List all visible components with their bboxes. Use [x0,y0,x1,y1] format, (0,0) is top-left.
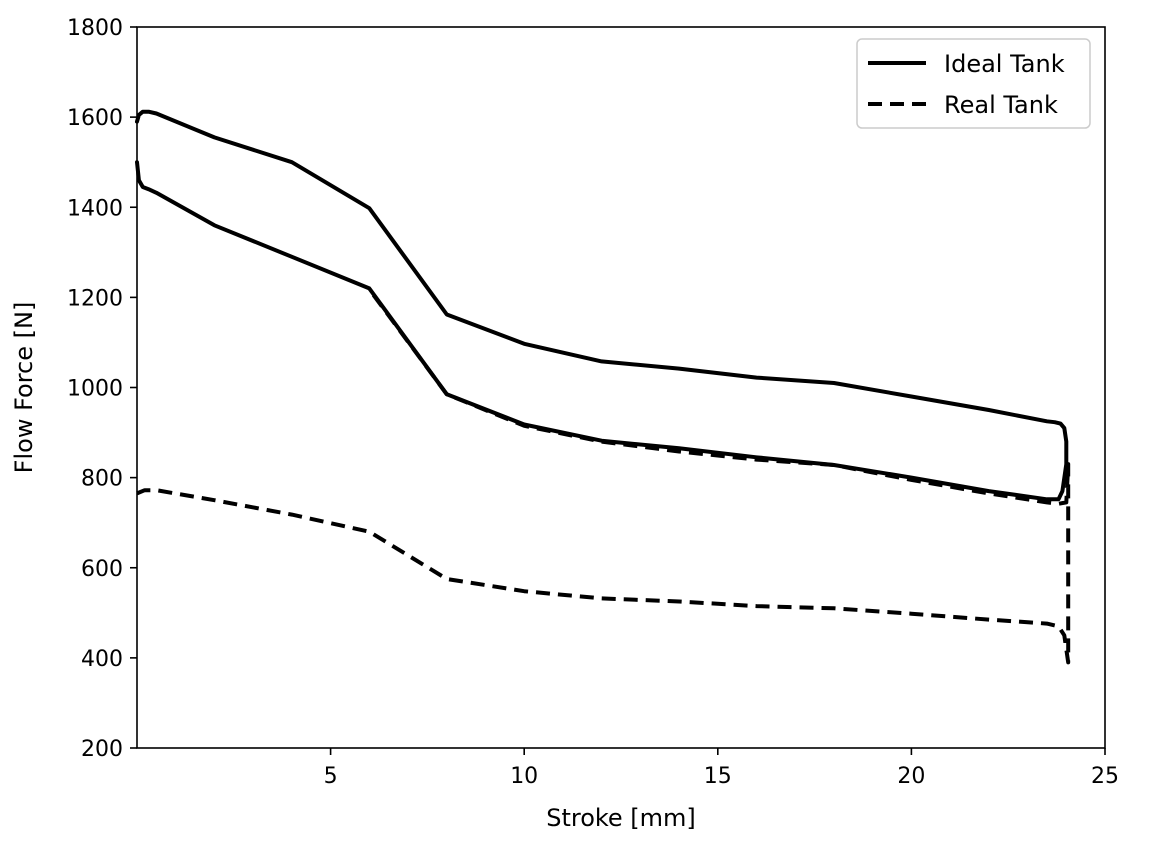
y-tick-label: 1000 [67,377,123,402]
legend-label-ideal-tank: Ideal Tank [944,50,1065,78]
x-tick-label: 25 [1091,764,1119,789]
y-tick-label: 1400 [67,196,123,221]
y-tick-label: 1800 [67,16,123,41]
y-tick-label: 600 [81,557,123,582]
x-tick-label: 20 [897,764,925,789]
y-tick-label: 1200 [67,286,123,311]
tick-layer: 5 10 15 20 25 200 400 600 800 1000 1200 1400 1600 180… [67,16,1119,789]
legend-label-real-tank: Real Tank [944,91,1058,119]
x-tick-label: 15 [704,764,732,789]
y-tick-label: 1600 [67,106,123,131]
y-tick-label: 200 [81,737,123,762]
series-line-real-tank [136,288,1071,665]
y-tick-label: 400 [81,647,123,672]
x-tick-label: 10 [510,764,538,789]
y-axis-label: Flow Force [N] [10,302,38,474]
series-line-ideal-tank [135,109,1069,502]
series-layer [135,109,1071,665]
legend: Ideal Tank Real Tank [856,38,1091,129]
y-tick-label: 800 [81,467,123,492]
x-axis-label: Stroke [mm] [546,804,696,832]
x-tick-label: 5 [324,764,338,789]
